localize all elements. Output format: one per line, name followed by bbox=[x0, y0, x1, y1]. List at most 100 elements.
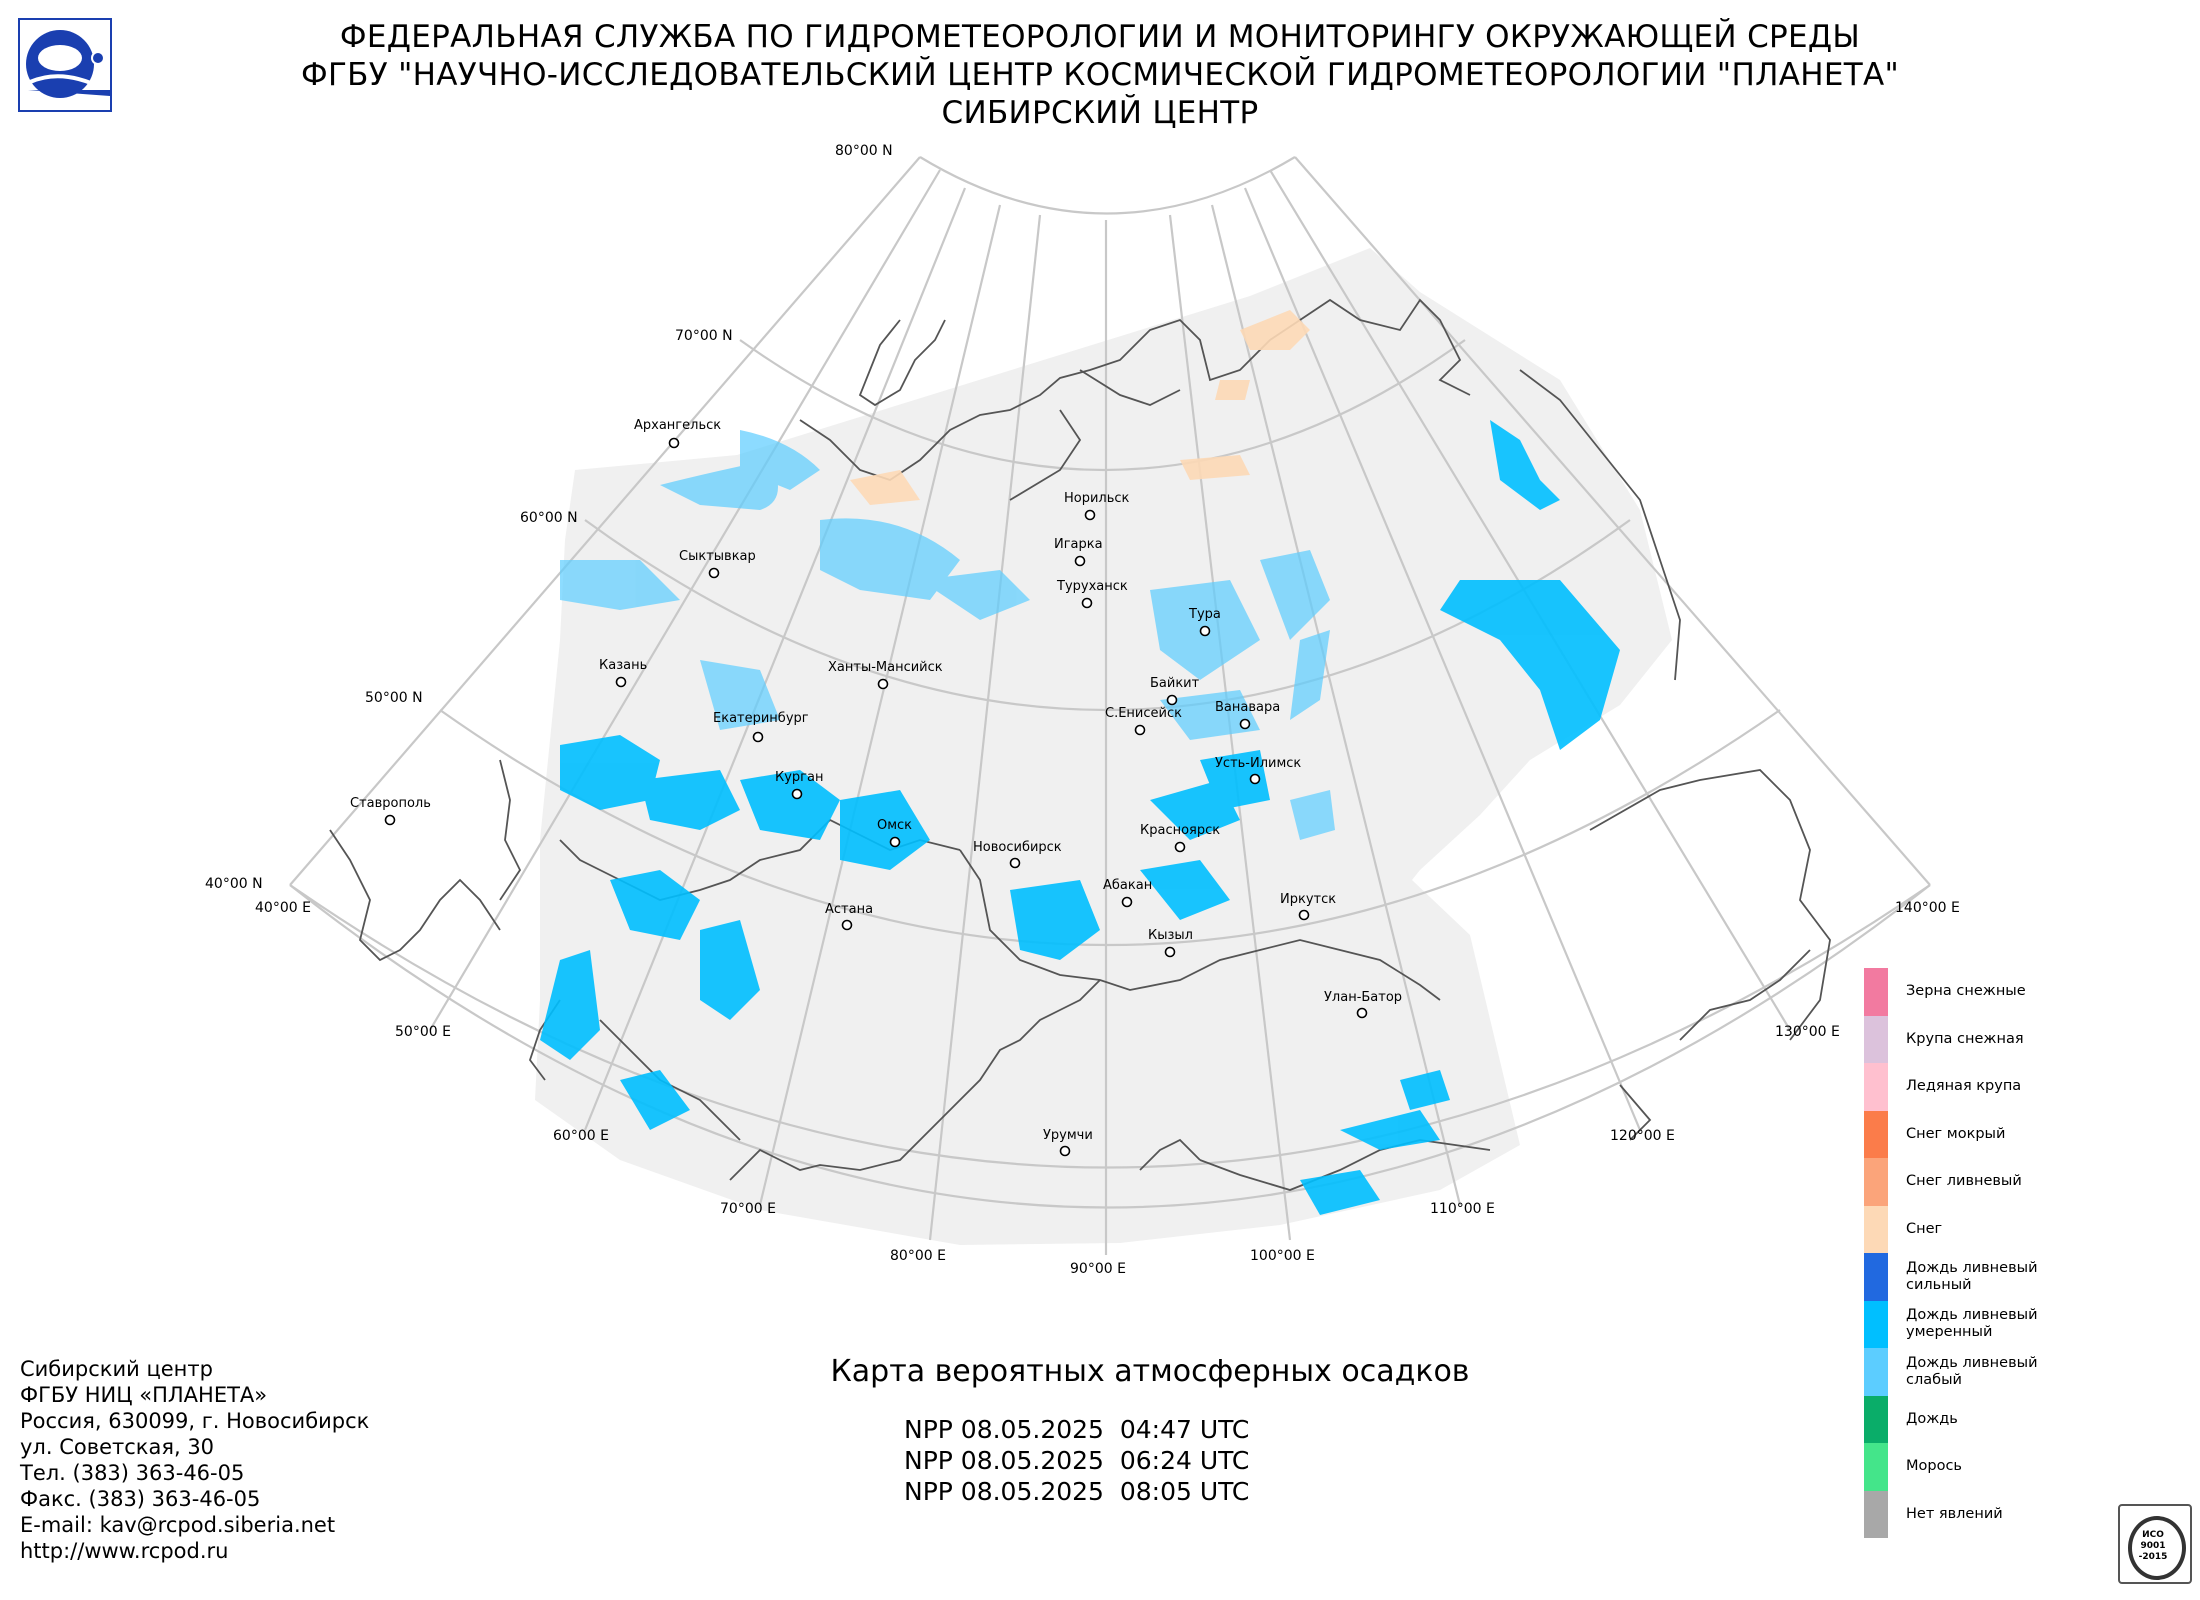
city-label: Ставрополь bbox=[350, 796, 431, 811]
contact-website[interactable]: http://www.rcpod.ru bbox=[20, 1539, 229, 1563]
iso-cert-badge: ИСО 9001 -2015 bbox=[2118, 1504, 2192, 1584]
city-label: Курган bbox=[775, 770, 823, 785]
parallel-70n bbox=[739, 339, 1466, 471]
city-label: Ванавара bbox=[1215, 700, 1280, 715]
parallel-50n bbox=[439, 709, 1781, 947]
city-label: Улан-Батор bbox=[1324, 990, 1402, 1005]
city-label: С.Енисейск bbox=[1105, 706, 1182, 721]
legend-swatch bbox=[1864, 1490, 1888, 1538]
legend-swatch bbox=[1864, 1443, 1888, 1491]
city-marker bbox=[889, 836, 901, 848]
legend-label: Ледяная крупа bbox=[1906, 1078, 2022, 1095]
planeta-logo bbox=[18, 18, 112, 112]
city-label: Екатеринбург bbox=[713, 711, 809, 726]
city-label: Архангельск bbox=[634, 418, 721, 433]
legend-label: Дождь bbox=[1906, 1410, 1958, 1427]
city-label: Иркутск bbox=[1280, 892, 1336, 907]
precip-weak-shower bbox=[560, 430, 1335, 840]
legend-label: Снег ливневый bbox=[1906, 1173, 2022, 1190]
legend-swatch bbox=[1864, 1395, 1888, 1443]
satellite-pass: NPP 08.05.2025 08:05 UTC bbox=[904, 1477, 1250, 1506]
contact-email[interactable]: E-mail: kav@rcpod.siberia.net bbox=[20, 1513, 336, 1537]
city-marker bbox=[615, 676, 627, 688]
legend-label: Крупа снежная bbox=[1906, 1030, 2024, 1047]
city-marker bbox=[668, 437, 680, 449]
city-marker bbox=[1059, 1145, 1071, 1157]
legend-swatch bbox=[1864, 1253, 1888, 1301]
lon-label: 140°00 E bbox=[1895, 900, 1960, 916]
legend-swatch bbox=[1864, 1158, 1888, 1206]
city-marker bbox=[841, 919, 853, 931]
header-line-2: ФГБУ "НАУЧНО-ИССЛЕДОВАТЕЛЬСКИЙ ЦЕНТР КОС… bbox=[300, 57, 1900, 93]
legend-swatch bbox=[1864, 1110, 1888, 1158]
map-outer-arc bbox=[289, 884, 1931, 1209]
legend-label: Дождь ливневый умеренный bbox=[1906, 1307, 2038, 1341]
city-marker bbox=[1009, 857, 1021, 869]
city-marker bbox=[1174, 841, 1186, 853]
lat-label: 60°00 N bbox=[520, 510, 578, 526]
lat-label: 80°00 N bbox=[835, 143, 893, 159]
satellite-pass: NPP 08.05.2025 04:47 UTC bbox=[904, 1415, 1250, 1444]
satellite-pass: NPP 08.05.2025 06:24 UTC bbox=[904, 1446, 1250, 1475]
cert-line: -2015 bbox=[2138, 1552, 2168, 1562]
city-label: Астана bbox=[825, 902, 873, 917]
city-label: Туруханск bbox=[1056, 579, 1128, 594]
city-marker bbox=[1081, 597, 1093, 609]
city-label: Байкит bbox=[1150, 676, 1200, 691]
contact-line: Россия, 630099, г. Новосибирск bbox=[20, 1409, 370, 1433]
legend-swatch bbox=[1864, 968, 1888, 1016]
lon-label: 130°00 E bbox=[1775, 1024, 1840, 1040]
city-marker bbox=[1249, 773, 1261, 785]
lon-label: 70°00 E bbox=[720, 1201, 776, 1217]
lon-label: 50°00 E bbox=[395, 1024, 451, 1040]
city-label: Урумчи bbox=[1043, 1128, 1093, 1143]
city-marker bbox=[1356, 1007, 1368, 1019]
cert-line: ИСО bbox=[2142, 1530, 2164, 1540]
contact-line: ФГБУ НИЦ «ПЛАНЕТА» bbox=[20, 1383, 268, 1407]
map-title: Карта вероятных атмосферных осадков bbox=[830, 1354, 1470, 1389]
lon-label: 40°00 E bbox=[255, 900, 311, 916]
lon-label: 60°00 E bbox=[553, 1128, 609, 1144]
city-marker bbox=[1298, 909, 1310, 921]
legend-swatch bbox=[1864, 1205, 1888, 1253]
data-coverage-area bbox=[535, 248, 1672, 1245]
city-label: Сыктывкар bbox=[679, 549, 756, 564]
city-label: Омск bbox=[877, 818, 912, 833]
lat-label: 70°00 N bbox=[675, 328, 733, 344]
city-label: Красноярск bbox=[1140, 823, 1220, 838]
legend-swatch bbox=[1864, 1063, 1888, 1111]
contact-line: Сибирский центр bbox=[20, 1357, 213, 1381]
city-label: Усть-Илимск bbox=[1215, 756, 1301, 771]
lon-label: 100°00 E bbox=[1250, 1248, 1315, 1264]
legend-label: Зерна снежные bbox=[1906, 983, 2026, 1000]
legend-label: Снег bbox=[1906, 1220, 1943, 1237]
city-label: Казань bbox=[599, 658, 647, 673]
city-marker bbox=[752, 731, 764, 743]
city-label: Тура bbox=[1188, 607, 1221, 622]
city-marker bbox=[1199, 625, 1211, 637]
lon-label: 110°00 E bbox=[1430, 1201, 1495, 1217]
legend-swatch bbox=[1864, 1015, 1888, 1063]
lon-label: 90°00 E bbox=[1070, 1261, 1126, 1277]
city-label: Игарка bbox=[1054, 537, 1103, 552]
lon-label: 120°00 E bbox=[1610, 1128, 1675, 1144]
city-marker bbox=[1084, 509, 1096, 521]
city-label: Новосибирск bbox=[973, 840, 1062, 855]
city-marker bbox=[1239, 718, 1251, 730]
city-label: Абакан bbox=[1103, 878, 1152, 893]
city-marker bbox=[1166, 694, 1178, 706]
city-marker bbox=[1121, 896, 1133, 908]
city-marker bbox=[1164, 946, 1176, 958]
precip-moderate-shower bbox=[540, 420, 1620, 1215]
city-label: Ханты-Мансийск bbox=[828, 660, 943, 675]
precip-snow bbox=[850, 310, 1310, 505]
city-marker bbox=[384, 814, 396, 826]
contact-line: Факс. (383) 363-46-05 bbox=[20, 1487, 261, 1511]
parallel-40n bbox=[289, 884, 1931, 1169]
legend-label: Нет явлений bbox=[1906, 1505, 2003, 1522]
city-marker bbox=[1134, 724, 1146, 736]
contact-line: Тел. (383) 363-46-05 bbox=[20, 1461, 245, 1485]
graticule bbox=[289, 156, 1931, 1255]
contact-line: ул. Советская, 30 bbox=[20, 1435, 215, 1459]
